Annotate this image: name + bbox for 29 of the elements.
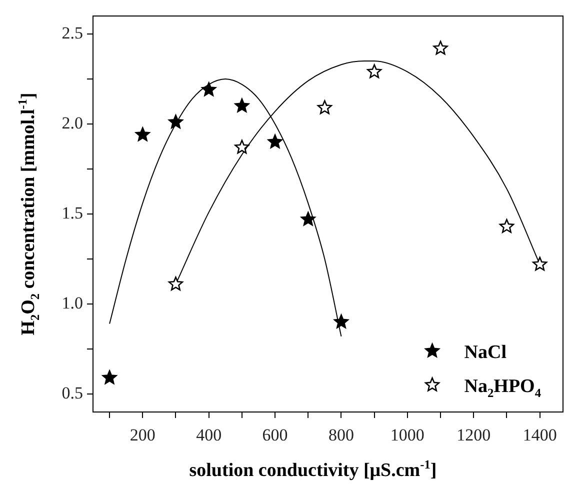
point: [268, 134, 282, 148]
point: [202, 82, 216, 96]
y-tick-label: 2.5: [62, 23, 83, 42]
point: [367, 64, 382, 78]
x-tick-label: 200: [130, 426, 156, 445]
y-tick-label: 1.0: [62, 293, 83, 312]
y-tick-label: 0.5: [62, 383, 83, 402]
x-tick-label: 1400: [522, 426, 557, 445]
point: [234, 98, 250, 112]
x-tick-label: 400: [196, 426, 222, 445]
point: [433, 40, 448, 55]
y-tick-label: 1.5: [62, 203, 83, 222]
y-axis-title: H2O2 concentration [mmol.l-1]: [15, 92, 42, 336]
point: [102, 370, 117, 384]
point: [300, 212, 316, 226]
point: [532, 256, 548, 271]
point: [168, 114, 184, 129]
point: [334, 314, 349, 328]
point: [317, 100, 332, 114]
y-tick-label: 2.0: [62, 113, 83, 132]
point: [234, 140, 250, 154]
x-tick-label: 1000: [390, 426, 424, 445]
x-tick-label: 1200: [456, 426, 491, 445]
x-tick-label: 800: [328, 426, 354, 445]
legend-label: NaCl: [464, 342, 507, 363]
point: [135, 127, 150, 142]
point: [168, 276, 184, 291]
point: [499, 218, 514, 233]
x-tick-label: 600: [262, 426, 288, 445]
